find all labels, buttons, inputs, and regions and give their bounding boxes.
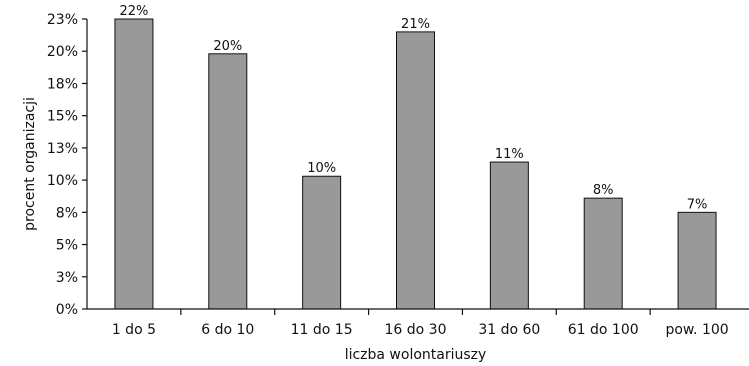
bar-data-label: 10% — [307, 161, 336, 176]
bar-data-label: 8% — [593, 183, 614, 198]
data-labels-group: 22% 20% 10% 21% 11% 8% 7% — [119, 4, 707, 212]
x-tick-label: 16 do 30 — [385, 322, 447, 338]
x-axis-title: liczba wolontariuszy — [345, 347, 487, 363]
bar-data-label: 20% — [213, 39, 242, 54]
bar — [114, 18, 154, 310]
x-tick-label: 6 do 10 — [201, 322, 254, 338]
y-tick-label: 13% — [47, 141, 78, 157]
x-tick-label: 1 do 5 — [112, 322, 156, 338]
y-tick-label: 5% — [56, 238, 78, 254]
y-tick-label: 8% — [56, 205, 78, 221]
bar — [489, 161, 529, 310]
x-ticks-group: 1 do 5 6 do 10 11 do 15 16 do 30 31 do 60 61 … — [112, 309, 729, 338]
bars-group — [114, 18, 717, 310]
x-tick-label: 61 do 100 — [568, 322, 639, 338]
bar — [302, 175, 342, 310]
bar — [677, 211, 717, 310]
bar — [396, 31, 435, 310]
axes-group — [86, 19, 749, 310]
bar — [583, 197, 623, 310]
bar-data-label: 11% — [495, 147, 524, 162]
y-tick-label: 18% — [47, 76, 78, 92]
x-tick-label: pow. 100 — [665, 322, 728, 338]
y-tick-label: 3% — [56, 270, 78, 286]
bar-data-label: 22% — [119, 4, 148, 19]
bar-data-label: 7% — [687, 197, 708, 212]
y-tick-label: 15% — [47, 109, 78, 125]
x-tick-label: 31 do 60 — [478, 322, 540, 338]
y-axis-title: procent organizacji — [22, 97, 38, 231]
y-tick-label: 10% — [47, 173, 78, 189]
y-tick-label: 20% — [47, 44, 78, 60]
bar-data-label: 21% — [401, 17, 430, 32]
x-tick-label: 11 do 15 — [291, 322, 353, 338]
y-tick-label: 23% — [47, 12, 78, 28]
y-tick-label: 0% — [56, 302, 78, 318]
y-ticks-group: 0% 3% 5% 8% 10% 13% 15% 18% 20% 23% — [47, 12, 87, 318]
bar — [208, 53, 248, 310]
